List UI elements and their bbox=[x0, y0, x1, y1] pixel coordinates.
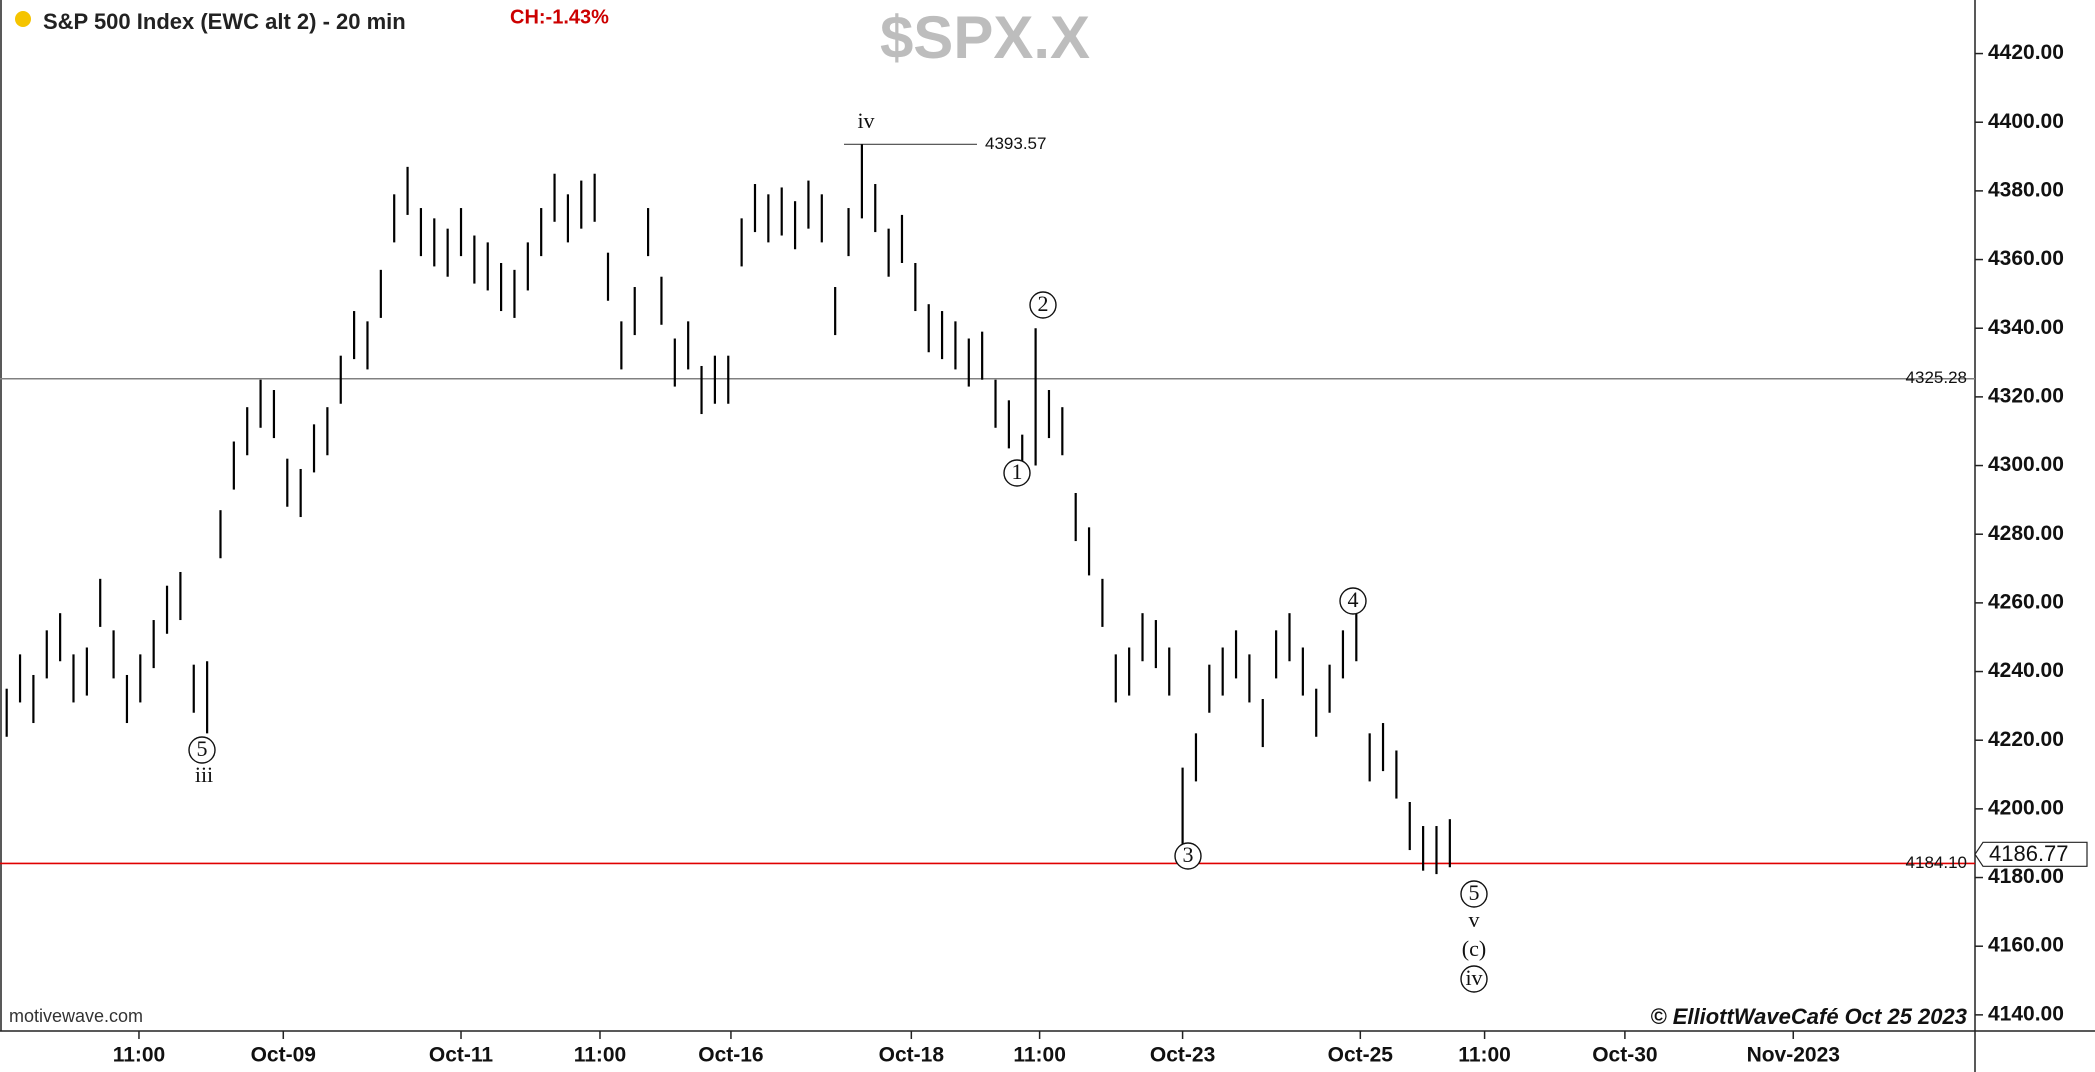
status-dot bbox=[15, 11, 31, 27]
wave-label: v bbox=[1469, 907, 1480, 932]
y-tick-label: 4180.00 bbox=[1988, 865, 2064, 888]
source: motivewave.com bbox=[9, 1006, 143, 1026]
y-tick-label: 4160.00 bbox=[1988, 934, 2064, 957]
x-tick-label: Oct-30 bbox=[1592, 1044, 1657, 1067]
last-price-label: 4186.77 bbox=[1989, 841, 2069, 866]
wave-circle bbox=[1460, 880, 1488, 908]
wave-label: 5 bbox=[1469, 880, 1480, 905]
y-tick-label: 4360.00 bbox=[1988, 247, 2064, 270]
change-label: CH:-1.43% bbox=[510, 6, 609, 28]
y-tick-label: 4320.00 bbox=[1988, 384, 2064, 407]
level-label: 4325.28 bbox=[1906, 368, 1967, 387]
wave-label: iv bbox=[1465, 965, 1482, 990]
wave-label: iii bbox=[195, 762, 213, 787]
y-tick-label: 4140.00 bbox=[1988, 1002, 2064, 1025]
wave-label: 5 bbox=[197, 736, 208, 761]
y-tick-label: 4200.00 bbox=[1988, 796, 2064, 819]
x-tick-label: Nov-2023 bbox=[1747, 1044, 1840, 1067]
x-tick-label: Oct-16 bbox=[698, 1044, 763, 1067]
last-price-box bbox=[1974, 841, 2088, 867]
y-tick-label: 4420.00 bbox=[1988, 41, 2064, 64]
wave-label: iv bbox=[857, 108, 874, 133]
wave-label: 2 bbox=[1038, 291, 1049, 316]
y-tick-label: 4300.00 bbox=[1988, 453, 2064, 476]
x-tick-label: Oct-09 bbox=[251, 1044, 316, 1067]
wave-label: (c) bbox=[1462, 936, 1486, 961]
wave-circle bbox=[1029, 291, 1057, 319]
x-tick-label: 11:00 bbox=[574, 1044, 627, 1067]
y-tick-label: 4400.00 bbox=[1988, 110, 2064, 133]
high-marker-label: 4393.57 bbox=[985, 134, 1046, 153]
y-tick-label: 4380.00 bbox=[1988, 178, 2064, 201]
wave-label: 3 bbox=[1183, 842, 1194, 867]
x-tick-label: 11:00 bbox=[1458, 1044, 1511, 1067]
x-tick-label: Oct-18 bbox=[879, 1044, 945, 1067]
y-tick-label: 4280.00 bbox=[1988, 522, 2064, 545]
x-tick-label: 11:00 bbox=[113, 1044, 166, 1067]
y-tick-label: 4260.00 bbox=[1988, 590, 2064, 613]
wave-label: 1 bbox=[1012, 459, 1023, 484]
x-tick-label: Oct-25 bbox=[1328, 1044, 1394, 1067]
y-tick-label: 4240.00 bbox=[1988, 659, 2064, 682]
x-tick-label: Oct-11 bbox=[429, 1044, 494, 1067]
wave-circle bbox=[1339, 587, 1367, 615]
wave-circle bbox=[1003, 459, 1031, 487]
chart-title: S&P 500 Index (EWC alt 2) - 20 min bbox=[43, 9, 406, 34]
x-tick-label: Oct-23 bbox=[1150, 1044, 1215, 1067]
wave-circle bbox=[1174, 842, 1202, 870]
wave-circle bbox=[188, 736, 216, 764]
wave-circle bbox=[1460, 965, 1488, 993]
x-tick-label: 11:00 bbox=[1013, 1044, 1066, 1067]
wave-label: 4 bbox=[1348, 587, 1359, 612]
symbol-watermark: $SPX.X bbox=[880, 4, 1090, 71]
copyright: © ElliottWaveCafé Oct 25 2023 bbox=[1650, 1004, 1967, 1029]
y-tick-label: 4340.00 bbox=[1988, 316, 2064, 339]
level-label: 4184.10 bbox=[1906, 853, 1967, 872]
y-tick-label: 4220.00 bbox=[1988, 728, 2064, 751]
